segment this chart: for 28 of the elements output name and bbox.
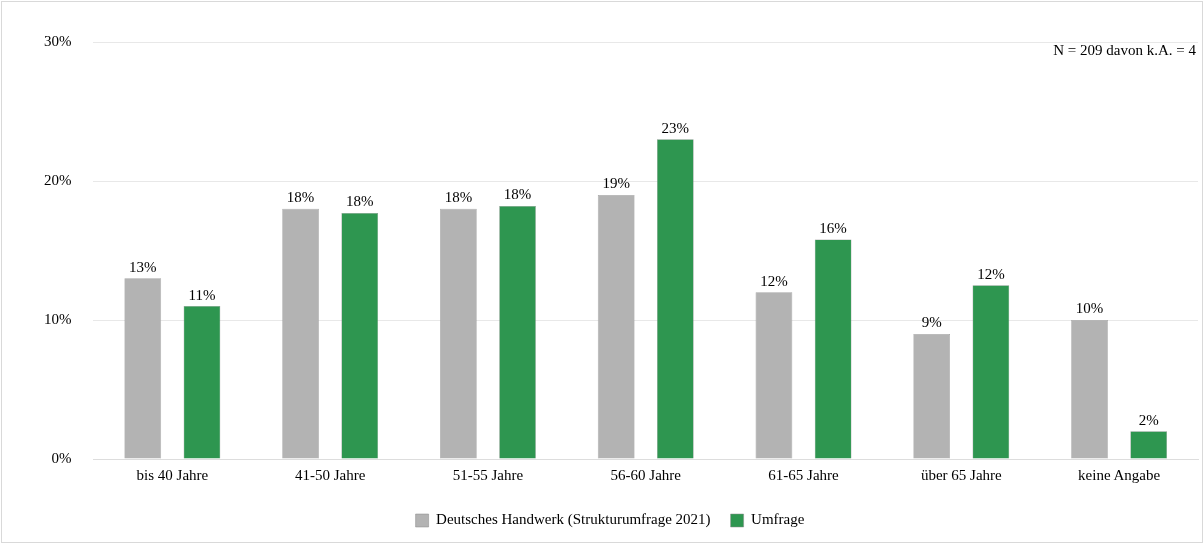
x-tick-label: bis 40 Jahre: [136, 466, 209, 483]
x-tick-label: über 65 Jahre: [920, 466, 1003, 483]
annotation: N = 209 davon k.A. = 4: [1053, 42, 1196, 59]
y-tick-label: 30%: [44, 32, 72, 49]
y-tick-label: 10%: [44, 310, 72, 327]
x-tick-label: 41-50 Jahre: [294, 466, 366, 483]
x-tick-label: 51-55 Jahre: [452, 466, 524, 483]
data-label: 9%: [921, 314, 942, 331]
y-tick-label: 0%: [51, 449, 72, 466]
x-tick-label: 61-65 Jahre: [768, 466, 840, 483]
data-label: 11%: [188, 286, 216, 303]
data-label: 10%: [1075, 300, 1104, 317]
data-label: 18%: [503, 186, 532, 203]
data-label: 2%: [1138, 411, 1159, 428]
x-tick-label: keine Angabe: [1078, 466, 1161, 483]
legend-label: Deutsches Handwerk (Strukturumfrage 2021): [436, 511, 711, 529]
y-tick-label: 20%: [44, 171, 72, 188]
data-label: 16%: [819, 219, 847, 236]
data-label: 19%: [602, 175, 630, 192]
legend-label: Umfrage: [751, 511, 805, 528]
data-label: 18%: [286, 189, 315, 206]
data-label: 18%: [346, 193, 374, 210]
data-label: 23%: [661, 119, 690, 136]
data-label: 12%: [760, 272, 788, 289]
data-label: 12%: [977, 265, 1005, 282]
data-label: 18%: [444, 189, 473, 206]
x-tick-label: 56-60 Jahre: [610, 466, 682, 483]
data-label: 13%: [129, 258, 157, 275]
